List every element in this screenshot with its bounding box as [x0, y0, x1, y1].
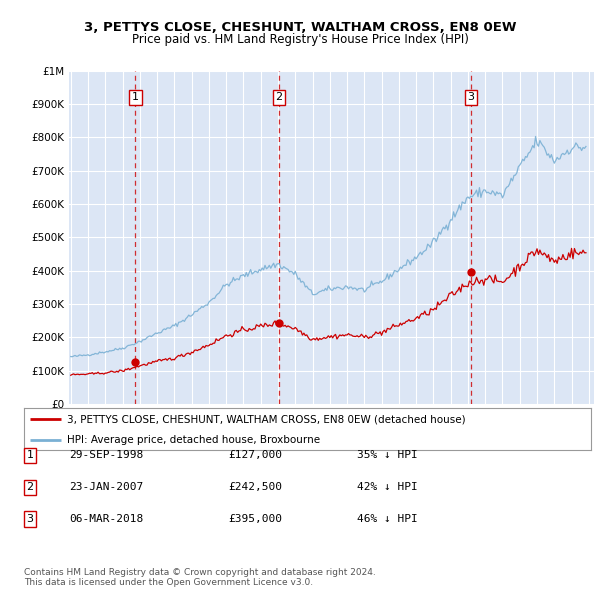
- Text: 06-MAR-2018: 06-MAR-2018: [69, 514, 143, 524]
- Text: This data is licensed under the Open Government Licence v3.0.: This data is licensed under the Open Gov…: [24, 578, 313, 587]
- Text: 23-JAN-2007: 23-JAN-2007: [69, 483, 143, 492]
- Text: £242,500: £242,500: [228, 483, 282, 492]
- Text: 42% ↓ HPI: 42% ↓ HPI: [357, 483, 418, 492]
- Text: £395,000: £395,000: [228, 514, 282, 524]
- Text: 2: 2: [275, 93, 283, 103]
- Text: 29-SEP-1998: 29-SEP-1998: [69, 451, 143, 460]
- Text: 1: 1: [132, 93, 139, 103]
- Text: Contains HM Land Registry data © Crown copyright and database right 2024.: Contains HM Land Registry data © Crown c…: [24, 568, 376, 577]
- Text: 1: 1: [26, 451, 34, 460]
- Text: 35% ↓ HPI: 35% ↓ HPI: [357, 451, 418, 460]
- Text: 46% ↓ HPI: 46% ↓ HPI: [357, 514, 418, 524]
- Text: 2: 2: [26, 483, 34, 492]
- Text: £127,000: £127,000: [228, 451, 282, 460]
- Text: 3: 3: [467, 93, 475, 103]
- Text: HPI: Average price, detached house, Broxbourne: HPI: Average price, detached house, Brox…: [67, 435, 320, 444]
- Text: 3, PETTYS CLOSE, CHESHUNT, WALTHAM CROSS, EN8 0EW: 3, PETTYS CLOSE, CHESHUNT, WALTHAM CROSS…: [84, 21, 516, 34]
- Text: 3: 3: [26, 514, 34, 524]
- Text: 3, PETTYS CLOSE, CHESHUNT, WALTHAM CROSS, EN8 0EW (detached house): 3, PETTYS CLOSE, CHESHUNT, WALTHAM CROSS…: [67, 414, 465, 424]
- Text: Price paid vs. HM Land Registry's House Price Index (HPI): Price paid vs. HM Land Registry's House …: [131, 33, 469, 46]
